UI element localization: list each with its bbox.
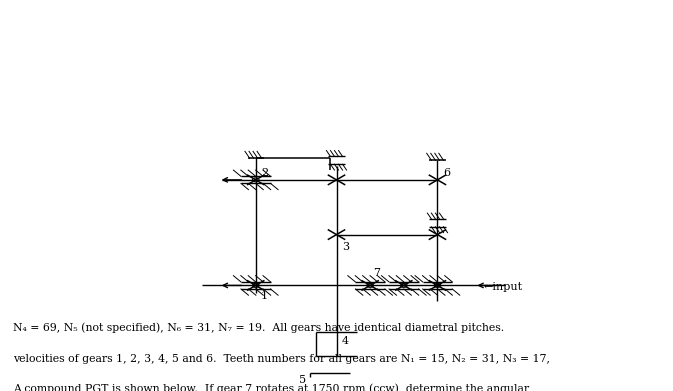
- Text: 2: 2: [261, 168, 269, 178]
- Text: 7: 7: [374, 268, 380, 278]
- Text: ←input: ←input: [483, 282, 522, 292]
- Text: velocities of gears 1, 2, 3, 4, 5 and 6.  Teeth numbers for all gears are N₁ = 1: velocities of gears 1, 2, 3, 4, 5 and 6.…: [13, 354, 551, 364]
- Text: N₄ = 69, N₅ (not specified), N₆ = 31, N₇ = 19.  All gears have identical diametr: N₄ = 69, N₅ (not specified), N₆ = 31, N₇…: [13, 323, 505, 333]
- Text: 4: 4: [342, 336, 349, 346]
- Text: 3: 3: [342, 242, 349, 252]
- Text: 6: 6: [443, 168, 450, 178]
- Text: 1: 1: [261, 291, 269, 301]
- Text: A compound PGT is shown below.  If gear 7 rotates at 1750 rpm (ccw), determine t: A compound PGT is shown below. If gear 7…: [13, 383, 530, 391]
- Text: 5: 5: [299, 375, 307, 386]
